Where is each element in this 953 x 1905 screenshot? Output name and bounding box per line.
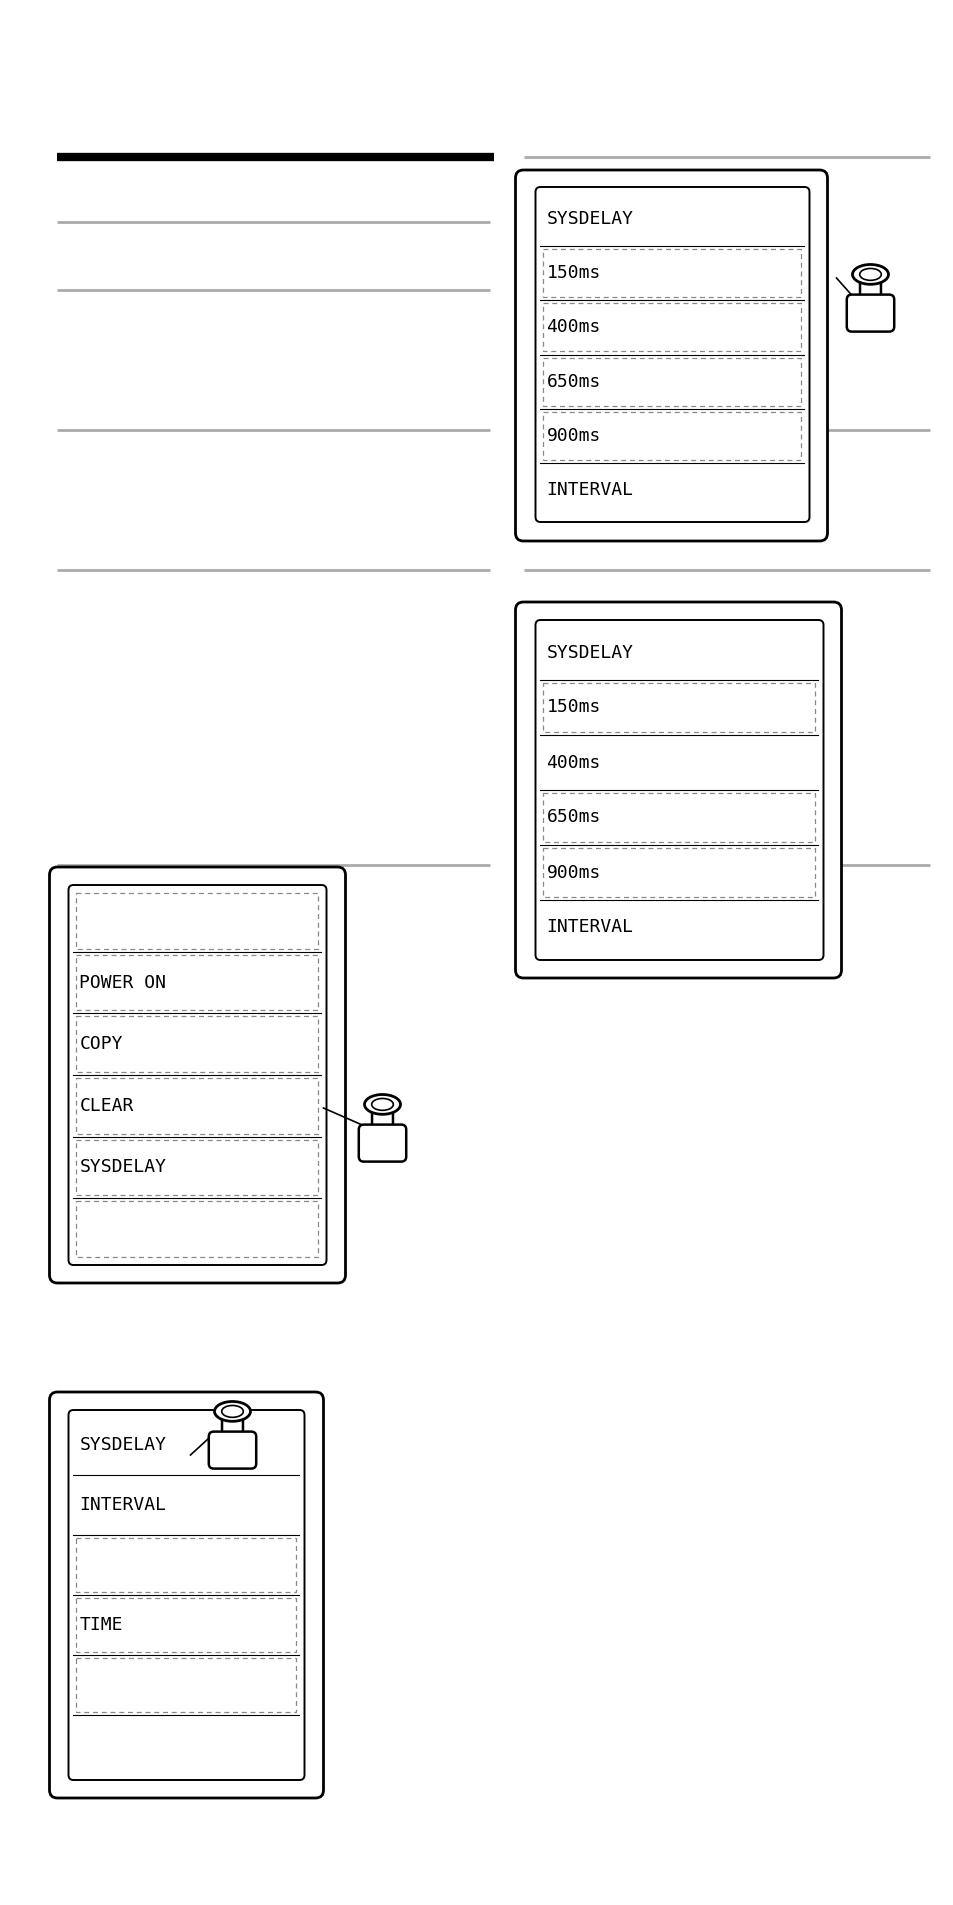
Text: TIME: TIME	[79, 1615, 123, 1634]
Bar	[76, 1537, 296, 1593]
Ellipse shape	[221, 1406, 243, 1417]
Text: INTERVAL: INTERVAL	[546, 918, 633, 937]
Bar	[543, 684, 815, 732]
Bar	[76, 1139, 318, 1194]
FancyBboxPatch shape	[515, 170, 826, 541]
Bar	[543, 358, 801, 406]
Text: INTERVAL: INTERVAL	[546, 480, 633, 499]
FancyBboxPatch shape	[859, 280, 880, 307]
FancyBboxPatch shape	[69, 1410, 304, 1779]
FancyBboxPatch shape	[69, 886, 326, 1265]
Text: 400ms: 400ms	[546, 754, 600, 772]
Text: 150ms: 150ms	[546, 699, 600, 716]
FancyBboxPatch shape	[372, 1109, 393, 1137]
Text: INTERVAL: INTERVAL	[79, 1495, 167, 1514]
Ellipse shape	[852, 265, 887, 284]
Bar	[76, 1598, 296, 1652]
Bar	[543, 250, 801, 297]
FancyBboxPatch shape	[535, 187, 809, 522]
Bar	[543, 848, 815, 897]
Text: SYSDELAY: SYSDELAY	[546, 644, 633, 661]
Text: 650ms: 650ms	[546, 808, 600, 827]
Text: SYSDELAY: SYSDELAY	[546, 210, 633, 229]
Text: CLEAR: CLEAR	[79, 1097, 133, 1114]
Text: 900ms: 900ms	[546, 427, 600, 444]
Bar	[543, 303, 801, 352]
Text: SYSDELAY: SYSDELAY	[79, 1158, 167, 1177]
FancyBboxPatch shape	[209, 1431, 256, 1469]
Bar	[543, 411, 801, 459]
FancyBboxPatch shape	[50, 1393, 323, 1798]
FancyBboxPatch shape	[515, 602, 841, 977]
Ellipse shape	[372, 1099, 393, 1111]
Text: 150ms: 150ms	[546, 265, 600, 282]
Bar	[76, 893, 318, 949]
Text: 400ms: 400ms	[546, 318, 600, 337]
Text: POWER ON: POWER ON	[79, 973, 167, 991]
Text: 900ms: 900ms	[546, 863, 600, 882]
Bar	[76, 1017, 318, 1073]
FancyBboxPatch shape	[535, 619, 822, 960]
Bar	[76, 1202, 318, 1257]
Text: 650ms: 650ms	[546, 373, 600, 391]
Bar	[76, 1657, 296, 1713]
Bar	[76, 1078, 318, 1133]
FancyBboxPatch shape	[358, 1124, 406, 1162]
Bar	[76, 954, 318, 1010]
FancyBboxPatch shape	[222, 1417, 243, 1444]
Text: SYSDELAY: SYSDELAY	[79, 1436, 167, 1454]
Ellipse shape	[214, 1402, 251, 1421]
Text: COPY: COPY	[79, 1034, 123, 1053]
Bar	[543, 792, 815, 842]
FancyBboxPatch shape	[846, 295, 893, 331]
Ellipse shape	[859, 269, 881, 280]
Ellipse shape	[364, 1095, 400, 1114]
FancyBboxPatch shape	[50, 867, 345, 1282]
